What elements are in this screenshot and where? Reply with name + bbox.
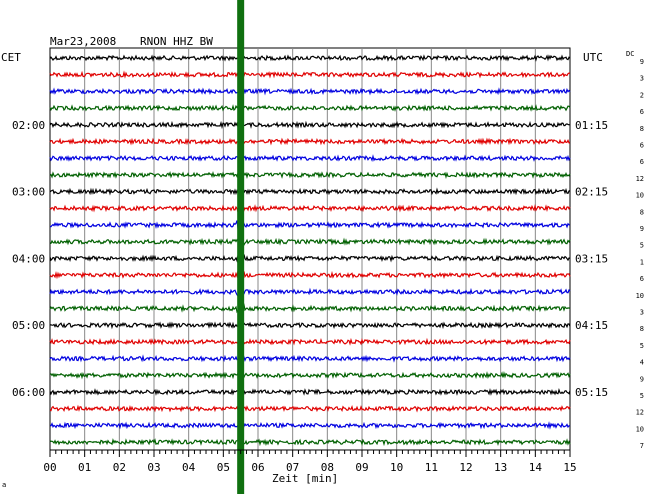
- dc-offset-label: 10: [636, 192, 644, 200]
- dc-offset-label: 8: [640, 208, 644, 216]
- x-axis: 00 01 02 03 04 05 06 07 08 09 10 11 12 13 14 15: [43, 449, 577, 474]
- dc-offset-label: 5: [640, 342, 644, 350]
- right-time-label: 03:15: [575, 252, 608, 265]
- x-tick-label: 02: [113, 461, 126, 474]
- dc-offset-label: 6: [640, 158, 644, 166]
- dc-offset-label: 12: [636, 409, 644, 417]
- dc-offset-label: 8: [640, 125, 644, 133]
- label-group: 02:00 03:00 04:00 05:00 06:00 01:15 02:15 03:15…: [12, 58, 644, 450]
- trace-group: [49, 54, 571, 447]
- trace-row-20: [49, 371, 571, 380]
- trace-row-6: [49, 137, 571, 146]
- x-tick-label: 13: [494, 461, 507, 474]
- x-tick-label: 05: [217, 461, 230, 474]
- trace-row-10: [49, 203, 571, 213]
- trace-row-17: [49, 321, 571, 330]
- dc-offset-label: 12: [636, 175, 644, 183]
- trace-row-8: [49, 171, 571, 179]
- trace-row-15: [49, 287, 571, 298]
- dc-offset-label: 9: [640, 375, 644, 383]
- dc-offset-label: 3: [640, 75, 644, 83]
- trace-row-13: [49, 254, 571, 263]
- trace-row-16: [49, 303, 571, 314]
- trace-row-5: [49, 120, 571, 130]
- trace-row-22: [49, 404, 571, 413]
- x-tick-label: 14: [529, 461, 543, 474]
- x-tick-label: 01: [78, 461, 91, 474]
- right-time-label: 02:15: [575, 186, 608, 199]
- trace-row-18: [49, 337, 571, 346]
- trace-row-11: [50, 219, 571, 232]
- x-tick-label: 07: [286, 461, 299, 474]
- trace-row-3: [49, 87, 571, 96]
- dc-offset-label: 2: [640, 91, 644, 99]
- dc-offset-label: 5: [640, 392, 644, 400]
- x-tick-label: 04: [182, 461, 196, 474]
- right-timezone-label: UTC: [583, 51, 603, 64]
- dc-offset-label: 8: [640, 325, 644, 333]
- x-tick-label: 00: [43, 461, 56, 474]
- dc-offset-label: 10: [636, 425, 644, 433]
- dc-offset-label: 6: [640, 142, 644, 150]
- grid: [49, 47, 571, 451]
- trace-row-24: [49, 438, 571, 447]
- x-tick-label: 03: [147, 461, 160, 474]
- event-marker-line: [237, 0, 245, 494]
- right-time-label: 05:15: [575, 386, 608, 399]
- trace-row-4: [49, 104, 571, 112]
- trace-row-12: [49, 236, 571, 247]
- x-tick-label: 06: [251, 461, 264, 474]
- dc-offset-label: 6: [640, 108, 644, 116]
- trace-row-2: [49, 70, 570, 79]
- trace-row-9: [49, 187, 571, 196]
- left-time-label: 03:00: [12, 186, 45, 199]
- dc-offset-label: 9: [640, 58, 644, 66]
- trace-row-14: [49, 269, 571, 280]
- station-label: RNON HHZ BW: [140, 35, 213, 48]
- dc-offset-label: 10: [636, 292, 644, 300]
- left-time-label: 06:00: [12, 386, 45, 399]
- left-time-label: 04:00: [12, 252, 45, 265]
- date-label: Mar23,2008: [50, 35, 116, 48]
- dc-offset-label: 3: [640, 309, 644, 317]
- left-time-label: 02:00: [12, 119, 45, 132]
- corner-mark: a: [2, 481, 6, 489]
- x-tick-label: 11: [425, 461, 438, 474]
- x-tick-label: 10: [390, 461, 403, 474]
- dc-offset-label: 1: [640, 258, 644, 266]
- x-tick-label: 15: [563, 461, 576, 474]
- x-axis-label: Zeit [min]: [272, 472, 338, 485]
- trace-row-21: [49, 387, 571, 396]
- left-time-label: 05:00: [12, 319, 45, 332]
- x-tick-label: 12: [459, 461, 472, 474]
- trace-row-7: [49, 154, 571, 163]
- left-timezone-label: CET: [1, 51, 21, 64]
- dc-offset-label: 7: [640, 442, 644, 450]
- x-tick-label: 09: [355, 461, 368, 474]
- dc-offset-label: 6: [640, 275, 644, 283]
- trace-row-1: [49, 54, 571, 62]
- trace-row-19: [49, 354, 571, 363]
- right-time-label: 04:15: [575, 319, 608, 332]
- dc-offset-label: 4: [640, 359, 644, 367]
- dc-offset-label: 5: [640, 242, 644, 250]
- trace-row-23: [49, 421, 571, 430]
- dc-column-label: DC: [626, 50, 634, 58]
- event-marker-group: [237, 0, 245, 494]
- x-tick-label: 08: [321, 461, 334, 474]
- dc-offset-label: 9: [640, 225, 644, 233]
- right-time-label: 01:15: [575, 119, 608, 132]
